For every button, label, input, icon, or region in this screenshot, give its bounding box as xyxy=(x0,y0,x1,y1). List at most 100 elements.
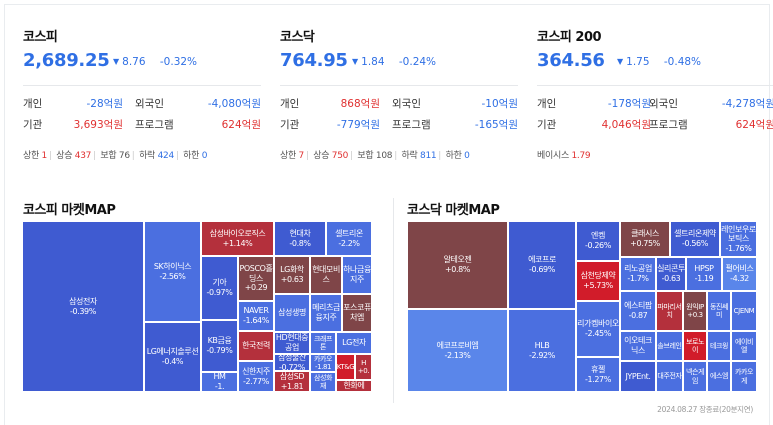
stock-name: 삼성화재 xyxy=(313,373,333,390)
stock-name: 한국전력 xyxy=(242,341,270,351)
index-change-value: 1.84 xyxy=(361,56,385,68)
kosdaq-stock-tile[interactable]: 리가켐바이오 -2.45% xyxy=(576,301,620,357)
kospi-stock-tile[interactable]: 한국전력 xyxy=(238,331,274,361)
kosdaq-stock-tile[interactable]: JYPEnt. xyxy=(620,361,656,392)
index-card-kosdaq[interactable]: 코스닥 764.95 ▼ 1.84 -0.24% 개인 868억원 외국인 -10… xyxy=(280,5,518,175)
stock-name: HLB xyxy=(534,340,550,350)
kosdaq-stock-tile[interactable]: 클래시스 +0.75% xyxy=(620,221,670,257)
index-card-kospi200[interactable]: 코스피 200 364.56 ▼ 1.75 -0.48% 개인 -178억원 외국… xyxy=(537,5,773,175)
kospi-stock-tile[interactable]: 삼성전자 -0.39% xyxy=(22,221,144,392)
kospi-stock-tile[interactable]: 삼성물산 -0.72% xyxy=(274,354,310,371)
kosdaq-stock-tile[interactable]: CJENM xyxy=(731,291,757,331)
stock-name: 에코프로 xyxy=(528,255,556,265)
kosdaq-stock-tile[interactable]: 파마리서치 xyxy=(656,291,683,331)
kospi-stock-tile[interactable]: 삼성생명 xyxy=(274,294,310,332)
stat-label: 상한 xyxy=(280,151,296,161)
index-change-rate: -0.32% xyxy=(159,56,198,68)
stock-name: 휴젤 xyxy=(591,364,605,374)
investor-value: -779억원 xyxy=(336,119,380,131)
stock-name: 신한지주 xyxy=(242,366,270,376)
stock-name: 한화에 xyxy=(343,381,365,391)
kospi-stock-tile[interactable]: LG전자 xyxy=(336,332,372,354)
kospi-stock-tile[interactable]: HM -1. xyxy=(201,372,238,392)
kosdaq-stock-tile[interactable]: 이오테크닉스 xyxy=(620,331,656,361)
down-triangle-icon: ▼ xyxy=(352,57,359,66)
kospi-stock-tile[interactable]: 하나금융지주 xyxy=(342,256,372,294)
kospi-stock-tile[interactable]: 기아 -0.97% xyxy=(201,256,238,320)
kosdaq-stock-tile[interactable]: 실리콘투 -0.63 xyxy=(656,257,686,291)
kospi-stock-tile[interactable]: 포스코퓨처엠 xyxy=(342,294,372,332)
kospi-stock-tile[interactable]: 현대모비스 xyxy=(310,256,342,294)
kosdaq-stock-tile[interactable]: 카카오게 xyxy=(731,361,757,392)
kospi-stock-tile[interactable]: 한화에 xyxy=(336,380,372,392)
kospi-stock-tile[interactable]: 카카오 -1.81 xyxy=(310,354,336,372)
kospi-stock-tile[interactable]: KB금융 -0.79% xyxy=(201,320,238,372)
kospi-stock-tile[interactable]: NAVER -1.64% xyxy=(238,301,274,331)
kosdaq-stock-tile[interactable]: 솔브레인 xyxy=(656,331,683,361)
kosdaq-stock-tile[interactable]: 엔켐 -0.26% xyxy=(576,221,620,261)
stock-name: KB금융 xyxy=(207,336,232,346)
kospi-stock-tile[interactable]: 삼성SD +1.81 xyxy=(274,371,310,392)
stock-change-rate: -0.87 xyxy=(628,311,648,320)
stock-name: 현대차 xyxy=(289,228,311,238)
kospi-stock-tile[interactable]: 현대차 -0.8% xyxy=(274,221,326,256)
kosdaq-stock-tile[interactable]: 에스티팜 -0.87 xyxy=(620,291,656,331)
investor-label: 프로그램 xyxy=(649,119,688,131)
stock-name: 솔브레인 xyxy=(657,341,682,350)
kosdaq-stock-tile[interactable]: 에스엠 xyxy=(707,361,731,392)
stat-label: 하한 xyxy=(445,151,462,161)
index-change: ▼ 1.84 -0.24% xyxy=(352,56,436,68)
kosdaq-stock-tile[interactable]: 에코프로비엠 -2.13% xyxy=(407,309,508,392)
stock-change-rate: -1.19 xyxy=(694,274,714,283)
stock-change-rate: +5.73% xyxy=(583,281,613,290)
stock-name: 현대모비스 xyxy=(312,265,340,284)
kosdaq-stock-tile[interactable]: 에이비엘 xyxy=(731,331,757,361)
index-change: ▼ 1.75 -0.48% xyxy=(617,56,701,68)
kosdaq-stock-tile[interactable]: 대주전자 xyxy=(656,361,683,392)
market-dashboard: 코스피 2,689.25 ▼ 8.76 -0.32% 개인 -28억원 외국인 -… xyxy=(4,4,773,425)
stock-name: 에스엠 xyxy=(709,372,729,381)
kosdaq-stock-tile[interactable]: 셀트리온제약 -0.56% xyxy=(670,221,720,257)
divider xyxy=(537,85,773,86)
kosdaq-stock-tile[interactable]: HPSP -1.19 xyxy=(686,257,722,291)
stat-value: 0 xyxy=(201,151,208,161)
kosdaq-stock-tile[interactable]: 동진쎄미 xyxy=(707,291,731,331)
kospi-stock-tile[interactable]: HD현대중공업 xyxy=(274,332,310,354)
kosdaq-stock-tile[interactable]: 휴젤 -1.27% xyxy=(576,357,620,392)
stock-name: 실리콘투 xyxy=(657,264,685,274)
stock-name: 삼성SD xyxy=(279,371,305,381)
kosdaq-stock-tile[interactable]: 원익IP +0.3 xyxy=(683,291,707,331)
stock-name: SK하이닉스 xyxy=(153,261,192,271)
stock-change-rate: -1.7% xyxy=(627,274,649,283)
kospi-stock-tile[interactable]: SK하이닉스 -2.56% xyxy=(144,221,201,322)
stock-name: 하나금융지주 xyxy=(343,265,371,284)
kospi-stock-tile[interactable]: 셀트리온 -2.2% xyxy=(326,221,372,256)
kosdaq-stock-tile[interactable]: 에코프로 -0.69% xyxy=(508,221,576,309)
stock-name: 셀트리온제약 xyxy=(674,229,716,239)
kospi-stock-tile[interactable]: 삼성화재 xyxy=(310,372,336,392)
kospi-stock-tile[interactable]: H +0. xyxy=(355,354,372,380)
kospi-stock-tile[interactable]: 크래프톤 xyxy=(310,332,336,354)
index-change: ▼ 8.76 -0.32% xyxy=(113,56,197,68)
kosdaq-stock-tile[interactable]: 레인보우로보틱스 -1.76% xyxy=(720,221,757,257)
kospi-stock-tile[interactable]: 삼성바이오로직스 +1.14% xyxy=(201,221,274,256)
kospi-stock-tile[interactable]: KT&G xyxy=(336,354,355,380)
kosdaq-stock-tile[interactable]: 알테오젠 +0.8% xyxy=(407,221,508,309)
stat-label: 하락 xyxy=(139,151,156,161)
kosdaq-stock-tile[interactable]: 넥슨게임 xyxy=(683,361,707,392)
kosdaq-stock-tile[interactable]: 삼천당제약 +5.73% xyxy=(576,261,620,301)
investor-value: -165억원 xyxy=(474,119,518,131)
kospi-stock-tile[interactable]: POSCO홀딩스 +0.29 xyxy=(238,256,274,301)
kospi-stock-tile[interactable]: 신한지주 -2.77% xyxy=(238,361,274,392)
kosdaq-stock-tile[interactable]: HLB -2.92% xyxy=(508,309,576,392)
kosdaq-stock-tile[interactable]: 펄어비스 -4.32 xyxy=(722,257,757,291)
kosdaq-stock-tile[interactable]: 보로노이 xyxy=(683,331,707,361)
kospi-stock-tile[interactable]: LG에너지솔루션 -0.4% xyxy=(144,322,201,392)
index-card-kospi[interactable]: 코스피 2,689.25 ▼ 8.76 -0.32% 개인 -28억원 외국인 -… xyxy=(23,5,261,175)
kospi-stock-tile[interactable]: 메리츠금융지주 xyxy=(310,294,342,332)
kospi-stock-tile[interactable]: LG화학 +0.63 xyxy=(274,256,310,294)
kosdaq-stock-tile[interactable]: 리노공업 -1.7% xyxy=(620,257,656,291)
investor-value: 4,046억원 xyxy=(601,119,651,131)
stock-name: 셀트리온 xyxy=(335,228,363,238)
kosdaq-stock-tile[interactable]: 테크윙 xyxy=(707,331,731,361)
